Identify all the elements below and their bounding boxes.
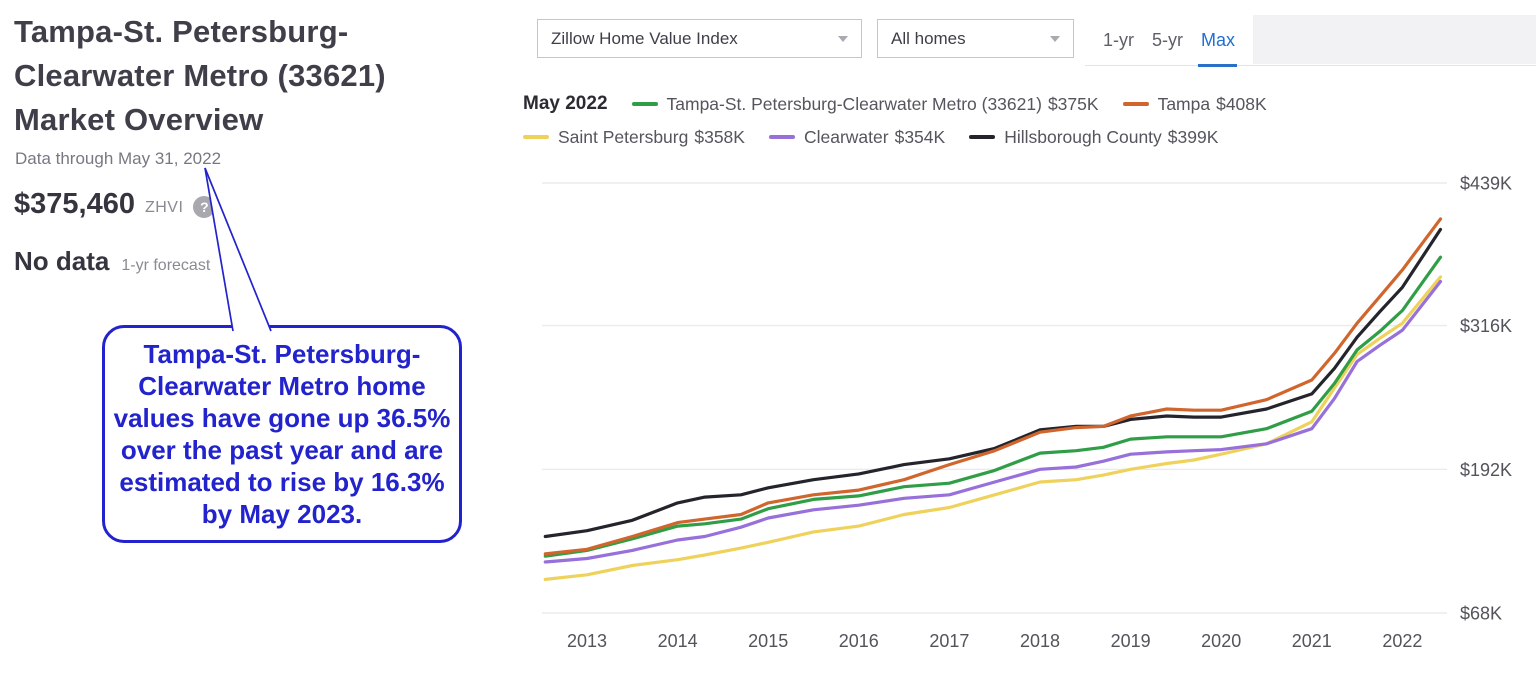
legend-item-name: Saint Petersburg (558, 126, 689, 147)
page-title: Tampa-St. Petersburg-Clearwater Metro (3… (14, 14, 386, 137)
hillsborough-series-swatch (969, 135, 996, 139)
chevron-down-icon (838, 35, 848, 42)
zhvi-label: ZHVI (144, 198, 184, 216)
x-axis-tick-label: 2019 (1111, 631, 1151, 651)
legend-date-label: May 2022 (523, 93, 608, 114)
active-tab-underline (1198, 64, 1237, 67)
y-axis-tick-label: $316K (1460, 316, 1512, 336)
zhvi-row: $375,460 ZHVI ? (14, 188, 216, 221)
series-line-2 (543, 275, 1443, 581)
tampa-series-swatch (1122, 102, 1149, 106)
legend-row-1: May 2022 Tampa-St. Petersburg-Clearwater… (523, 91, 1523, 117)
zhvi-value: $375,460 (14, 188, 135, 220)
annotation-callout: Tampa-St. Petersburg-Clearwater Metro ho… (102, 325, 462, 543)
chart-legend: May 2022 Tampa-St. Petersburg-Clearwater… (523, 91, 1523, 150)
series-line-1 (543, 217, 1443, 556)
x-axis-tick-label: 2014 (658, 631, 698, 651)
metric-dropdown[interactable]: Zillow Home Value Index (537, 19, 862, 58)
range-tabs: 1-yr 5-yr Max (1085, 15, 1536, 66)
clearwater-series-swatch (768, 135, 795, 139)
x-axis-tick-label: 2020 (1201, 631, 1241, 651)
y-axis-tick-label: $439K (1460, 174, 1512, 194)
legend-item-name: Hillsborough County (1004, 126, 1162, 147)
series-line-3 (543, 279, 1443, 564)
annotation-text: Tampa-St. Petersburg-Clearwater Metro ho… (113, 339, 451, 529)
help-icon[interactable]: ? (193, 196, 216, 218)
chevron-down-icon (1050, 35, 1060, 42)
chart-area: $439K $316K $192K $68K 2013 2014 2015 2016 2017 2… (530, 160, 1536, 672)
x-axis-tick-label: 2013 (567, 631, 607, 651)
legend-item-name: Tampa-St. Petersburg-Clearwater Metro (3… (666, 93, 1042, 114)
data-through-label: Data through May 31, 2022 (15, 149, 222, 168)
forecast-label: 1-yr forecast (121, 257, 211, 274)
forecast-value: No data (14, 246, 110, 276)
legend-item-value: $358K (694, 126, 745, 147)
toolbar-spacer (1253, 15, 1536, 64)
x-axis-tick-label: 2017 (929, 631, 969, 651)
legend-item-value: $375K (1047, 93, 1099, 114)
forecast-row: No data 1-yr forecast (14, 246, 210, 277)
series-line-0 (543, 255, 1443, 558)
metric-dropdown-value: Zillow Home Value Index (551, 28, 738, 48)
segment-dropdown-value: All homes (891, 28, 966, 48)
legend-item-name: Clearwater (803, 126, 889, 147)
legend-item-tampa: Tampa $408K (1122, 93, 1267, 115)
legend-item-clearwater: Clearwater $354K (768, 126, 946, 148)
legend-item-hillsborough: Hillsborough County $399K (969, 127, 1218, 148)
tab-1yr[interactable]: 1-yr (1103, 29, 1134, 50)
series-line-4 (543, 227, 1443, 539)
legend-item-value: $399K (1167, 126, 1219, 147)
y-axis-tick-label: $68K (1460, 604, 1502, 624)
x-axis-tick-label: 2015 (748, 631, 788, 651)
legend-item-name: Tampa (1157, 93, 1211, 114)
x-axis-tick-label: 2022 (1382, 631, 1422, 651)
x-axis-tick-label: 2021 (1292, 631, 1332, 651)
y-axis-tick-label: $192K (1460, 460, 1512, 480)
legend-item-value: $408K (1216, 93, 1267, 114)
tab-5yr[interactable]: 5-yr (1152, 29, 1183, 50)
segment-dropdown[interactable]: All homes (877, 19, 1074, 58)
x-axis-tick-label: 2016 (839, 631, 879, 651)
saintpetersburg-series-swatch (523, 135, 549, 139)
legend-item-stpetersburg: Saint Petersburg $358K (523, 127, 745, 148)
legend-row-2: Saint Petersburg $358K Clearwater $354K … (523, 124, 1523, 150)
zhvi-line-chart[interactable]: $439K $316K $192K $68K 2013 2014 2015 2016 2017 2… (530, 160, 1536, 672)
tab-max[interactable]: Max (1201, 29, 1236, 50)
metro-series-swatch (631, 102, 658, 106)
x-axis-tick-label: 2018 (1020, 631, 1060, 651)
legend-item-value: $354K (894, 126, 946, 147)
legend-item-metro: Tampa-St. Petersburg-Clearwater Metro (3… (631, 93, 1099, 115)
